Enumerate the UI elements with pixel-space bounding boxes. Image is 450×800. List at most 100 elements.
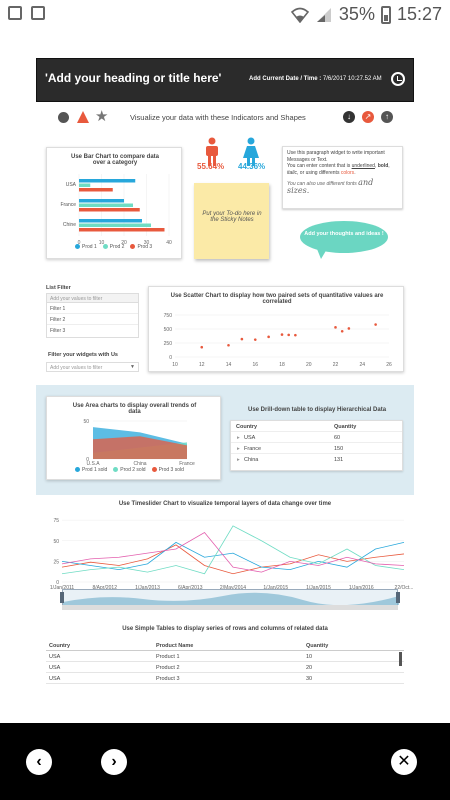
sticky-note[interactable]: Put your To-do here in the Sticky Notes: [194, 183, 269, 259]
male-percentage: 55.64%: [197, 162, 225, 171]
scatter-point: [334, 326, 337, 329]
current-date: Add Current Date / Time : 7/6/2017 10:27…: [249, 76, 382, 82]
arrow-up-icon: ↑: [381, 111, 393, 123]
bar: [79, 208, 140, 212]
bar: [79, 179, 136, 183]
bar-chart-title: Use Bar Chart to compare data over a cat…: [70, 154, 160, 166]
x-tick-label: 24: [359, 362, 365, 368]
bubble-tail: [317, 249, 327, 259]
list-filter-label: List Filter: [46, 285, 71, 291]
image-icon: [31, 6, 45, 20]
bar: [79, 203, 133, 207]
slider-handle-left[interactable]: [60, 592, 64, 603]
x-tick-label: 10: [99, 240, 105, 246]
list-item[interactable]: Filter 1: [47, 303, 138, 314]
y-tick-label: 500: [164, 327, 173, 333]
y-tick-label: 50: [83, 419, 89, 425]
page-title[interactable]: 'Add your heading or title here': [45, 71, 222, 85]
scatter-chart-card: Use Scatter Chart to display how two pai…: [148, 286, 404, 372]
table-row[interactable]: ▸ China 131: [237, 457, 344, 463]
bar: [79, 228, 165, 232]
y-tick-label: 0: [86, 457, 89, 463]
x-tick-label: 1/Jan/2015: [306, 585, 331, 591]
x-tick-label: 1/Jan/2013: [135, 585, 160, 591]
y-tick-label: 75: [53, 518, 59, 524]
timeslider-title: Use Timeslider Chart to visualize tempor…: [118, 501, 332, 507]
bar: [79, 223, 151, 227]
scatter-point: [287, 333, 290, 337]
x-tick-label: 6/Apr/2013: [178, 585, 203, 591]
timeslider-chart: 0 25 50 75 1/Jan/2011 8/Apr/2012 1/Jan/2013 6/A…: [50, 518, 414, 591]
female-icon: [243, 137, 259, 166]
expand-icon[interactable]: ▸: [237, 435, 240, 441]
scatter-point: [240, 337, 244, 341]
y-tick-label: 25: [53, 559, 59, 565]
scatter-point: [294, 333, 297, 337]
x-tick-label: 1/Jan/2011: [50, 585, 75, 591]
x-tick-label: 1/Jan/2016: [349, 585, 374, 591]
close-icon: ✕: [397, 753, 411, 770]
male-icon: [206, 137, 218, 166]
thought-bubble[interactable]: Add your thoughts and ideas !: [300, 221, 388, 253]
expand-icon[interactable]: ▸: [237, 446, 240, 452]
list-item[interactable]: Filter 2: [47, 314, 138, 325]
area-series: [93, 436, 187, 459]
back-button[interactable]: ‹: [26, 749, 52, 775]
category-label: Chine: [63, 222, 76, 228]
table-header: Country Product Name Quantity: [46, 640, 404, 651]
time-range-slider[interactable]: [60, 589, 400, 606]
paragraph-line: You can enter content that is underlined…: [287, 163, 390, 176]
list-item[interactable]: Filter 3: [50, 328, 66, 334]
forward-button[interactable]: ›: [101, 749, 127, 775]
legend-item: Prod 3 sold: [151, 467, 184, 473]
table-row[interactable]: ▸ France 150: [231, 443, 402, 454]
y-tick-label: 50: [53, 539, 59, 545]
legend-item: Prod 3: [130, 244, 152, 250]
scatter-point: [347, 327, 351, 330]
simple-table: Country Product Name Quantity USA Produc…: [46, 640, 404, 684]
table-scrollbar[interactable]: [399, 652, 402, 666]
area-chart: 0 50 U.S.A China France: [83, 419, 195, 467]
x-tick-label: 1/Jan/2015: [263, 585, 288, 591]
legend-item: Prod 2: [102, 244, 124, 250]
x-tick-label: 14: [226, 362, 232, 368]
x-tick-label: 20: [121, 240, 127, 246]
category-label: USA: [66, 182, 77, 188]
area-chart-legend: Prod 1 sold Prod 2 sold Prod 3 sold: [75, 467, 184, 473]
header-bar: 'Add your heading or title here' Add Cur…: [36, 58, 414, 102]
date-label: Add Current Date / Time :: [249, 76, 322, 82]
close-button[interactable]: ✕: [391, 749, 417, 775]
arrow-down-icon: ↓: [343, 111, 355, 123]
slider-handle-right[interactable]: [396, 592, 400, 603]
scatter-chart: 0 250 500 750 10 12 14 16 18 20 22 24 26: [164, 313, 392, 368]
date-value: 7/6/2017 10:27.52 AM: [322, 76, 382, 82]
scatter-point: [340, 329, 344, 333]
bar: [79, 199, 124, 203]
line-series: [61, 531, 405, 573]
drilldown-title: Use Drill-down table to display Hierarch…: [248, 407, 387, 413]
bar-chart-legend: Prod 1 Prod 2 Prod 3: [75, 244, 152, 250]
expand-icon[interactable]: ▸: [237, 457, 240, 463]
list-filter-input[interactable]: Add your values to filter: [47, 294, 138, 303]
bar-chart: 0 10 20 30 40 USA France Chine: [60, 174, 172, 246]
female-percentage: 44.36%: [238, 162, 266, 171]
widget-filter-select[interactable]: Add your values to filter ▼: [46, 362, 139, 372]
x-tick-label: 8/Apr/2012: [93, 585, 118, 591]
y-tick-label: 750: [164, 313, 173, 319]
calendar-icon: [8, 6, 22, 20]
x-tick-label: France: [179, 461, 195, 467]
bottom-navbar: ‹ › ✕: [0, 723, 450, 800]
table-row: USA Product 1 10: [46, 651, 404, 662]
x-tick-label: 22/Oct...: [395, 585, 414, 591]
chevron-right-icon: ›: [111, 753, 117, 770]
paragraph-widget[interactable]: Use this paragraph widget to write impor…: [282, 146, 403, 209]
paragraph-line: Use this paragraph widget to write impor…: [287, 150, 385, 163]
scatter-point: [280, 333, 284, 336]
paragraph-line: You can also use different fonts and siz…: [287, 178, 374, 195]
slider-scrollbar[interactable]: [62, 605, 398, 610]
category-label: France: [60, 202, 76, 208]
table-row[interactable]: ▸ USA 60: [231, 432, 402, 443]
table-header: Country Quantity: [231, 421, 402, 432]
legend-item: Prod 1: [75, 244, 97, 250]
simple-table-title: Use Simple Tables to display series of r…: [122, 626, 328, 632]
